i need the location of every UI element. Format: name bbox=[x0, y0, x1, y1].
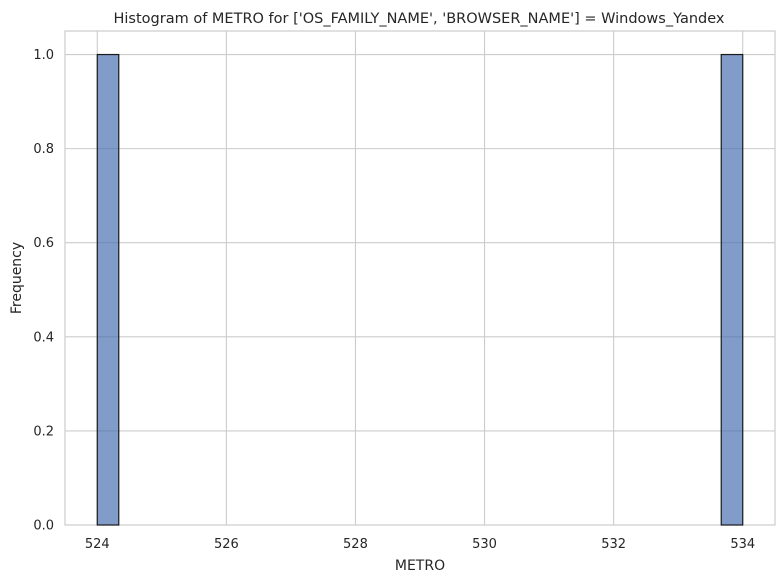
y-tick-label: 0.2 bbox=[33, 424, 54, 439]
x-axis-title: METRO bbox=[395, 558, 445, 574]
y-tick-label: 0.4 bbox=[33, 330, 54, 345]
y-tick-label: 0.8 bbox=[33, 142, 54, 157]
x-tick-label: 534 bbox=[730, 537, 755, 552]
ticks-layer: 524 526 528 530 532 534 0.0 0.2 0.4 0.6 0.8 1.0 bbox=[33, 48, 755, 552]
histogram-bar bbox=[720, 53, 744, 526]
y-tick-label: 1.0 bbox=[33, 48, 54, 63]
chart-title: Histogram of METRO for ['OS_FAMILY_NAME'… bbox=[114, 11, 725, 27]
histogram-bar bbox=[96, 53, 120, 526]
bars-layer bbox=[96, 53, 744, 526]
x-tick-label: 530 bbox=[472, 537, 497, 552]
x-tick-label: 524 bbox=[85, 537, 110, 552]
y-tick-label: 0.0 bbox=[33, 519, 54, 534]
y-axis-title: Frequency bbox=[9, 242, 25, 314]
y-tick-label: 0.6 bbox=[33, 236, 54, 251]
x-tick-label: 526 bbox=[214, 537, 239, 552]
x-tick-label: 532 bbox=[601, 537, 626, 552]
x-tick-label: 528 bbox=[343, 537, 368, 552]
